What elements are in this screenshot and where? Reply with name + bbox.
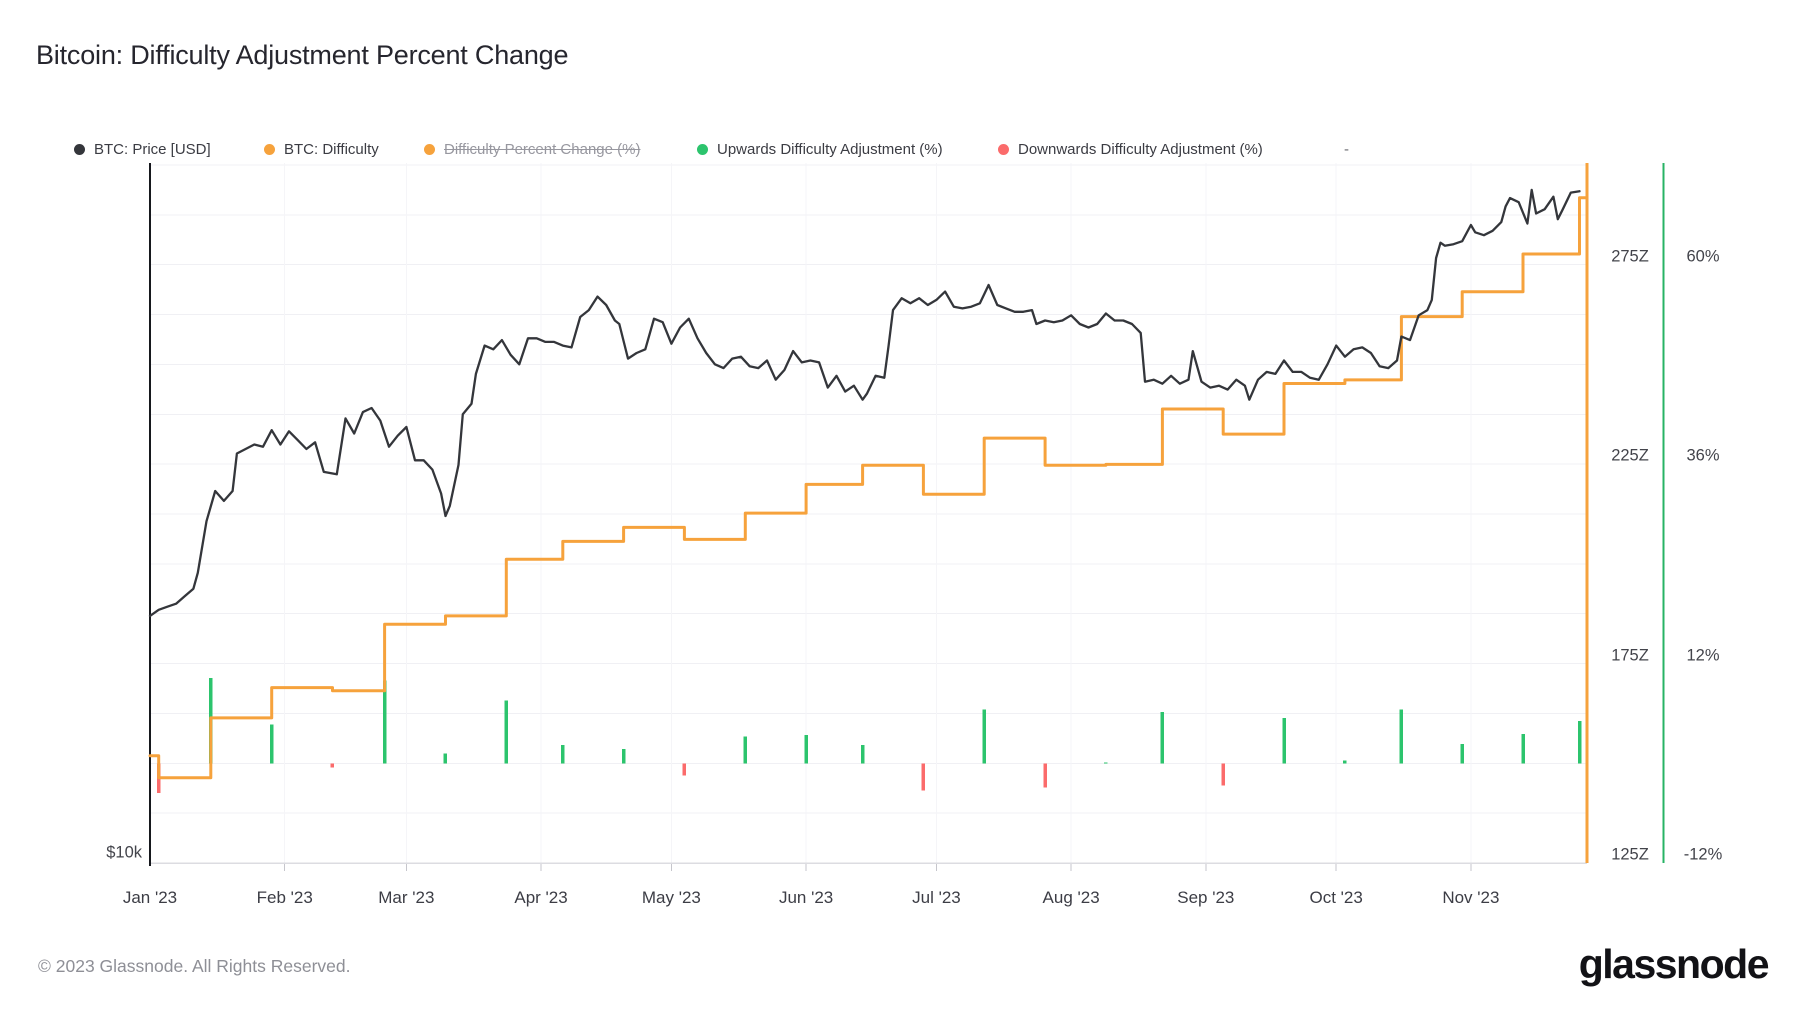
legend-item-label: Downwards Difficulty Adjustment (%) [1018,140,1263,158]
legend-item-label: BTC: Price [USD] [94,140,211,158]
legend-item-downwards-difficulty-adjustment[interactable]: Downwards Difficulty Adjustment (%) [998,139,1263,159]
difficulty-step-line[interactable] [148,196,1589,780]
legend-item-upwards-difficulty-adjustment[interactable]: Upwards Difficulty Adjustment (%) [697,139,943,159]
percent-axis-label: 12% [1686,646,1720,665]
x-axis-label: Sep '23 [1177,888,1235,907]
difficulty-axis-label: 125Z [1611,845,1649,864]
series-color-dot [697,143,708,155]
legend-item-difficulty-percent-change[interactable]: Difficulty Percent Change (%) [424,139,640,159]
legend-item-label: Upwards Difficulty Adjustment (%) [717,140,943,158]
x-axis-label: Oct '23 [1309,888,1363,907]
series-color-dot [264,143,275,155]
x-axis-label: Apr '23 [514,888,568,907]
legend-item-btc-difficulty[interactable]: BTC: Difficulty [264,139,379,159]
x-axis-label: Jun '23 [778,888,834,907]
legend-item-dash[interactable]: - [1344,139,1349,159]
x-axis-label: Jan '23 [122,888,178,907]
percent-axis-label: 60% [1686,247,1720,266]
legend-item-label: BTC: Difficulty [284,140,379,158]
x-axis-label: Feb '23 [256,888,313,907]
series-color-dot [424,143,435,155]
x-axis-label: May '23 [641,888,701,907]
x-axis-label: Nov '23 [1442,888,1500,907]
price-axis-bottom-label: $10k [106,843,142,862]
percent-axis-label: -12% [1683,845,1723,864]
series-color-dot [74,143,85,155]
difficulty-axis-label: 275Z [1611,247,1649,266]
legend-item-btc-price-usd[interactable]: BTC: Price [USD] [74,139,211,159]
x-axis-label: Mar '23 [378,888,435,907]
page-title: Bitcoin: Difficulty Adjustment Percent C… [36,40,569,70]
legend-item-label: Difficulty Percent Change (%) [444,140,641,158]
glassnode-logo: glassnode [1578,941,1770,987]
price-line[interactable] [148,188,1581,618]
x-axis-label: Jul '23 [912,888,961,907]
x-axis-label: Aug '23 [1042,888,1100,907]
series-color-dot [998,143,1009,155]
difficulty-axis-label: 175Z [1611,646,1649,665]
legend-item-label: - [1344,140,1349,158]
copyright-footer: © 2023 Glassnode. All Rights Reserved. [38,956,351,976]
difficulty-axis-label: 225Z [1611,446,1649,465]
percent-axis-label: 36% [1686,446,1720,465]
